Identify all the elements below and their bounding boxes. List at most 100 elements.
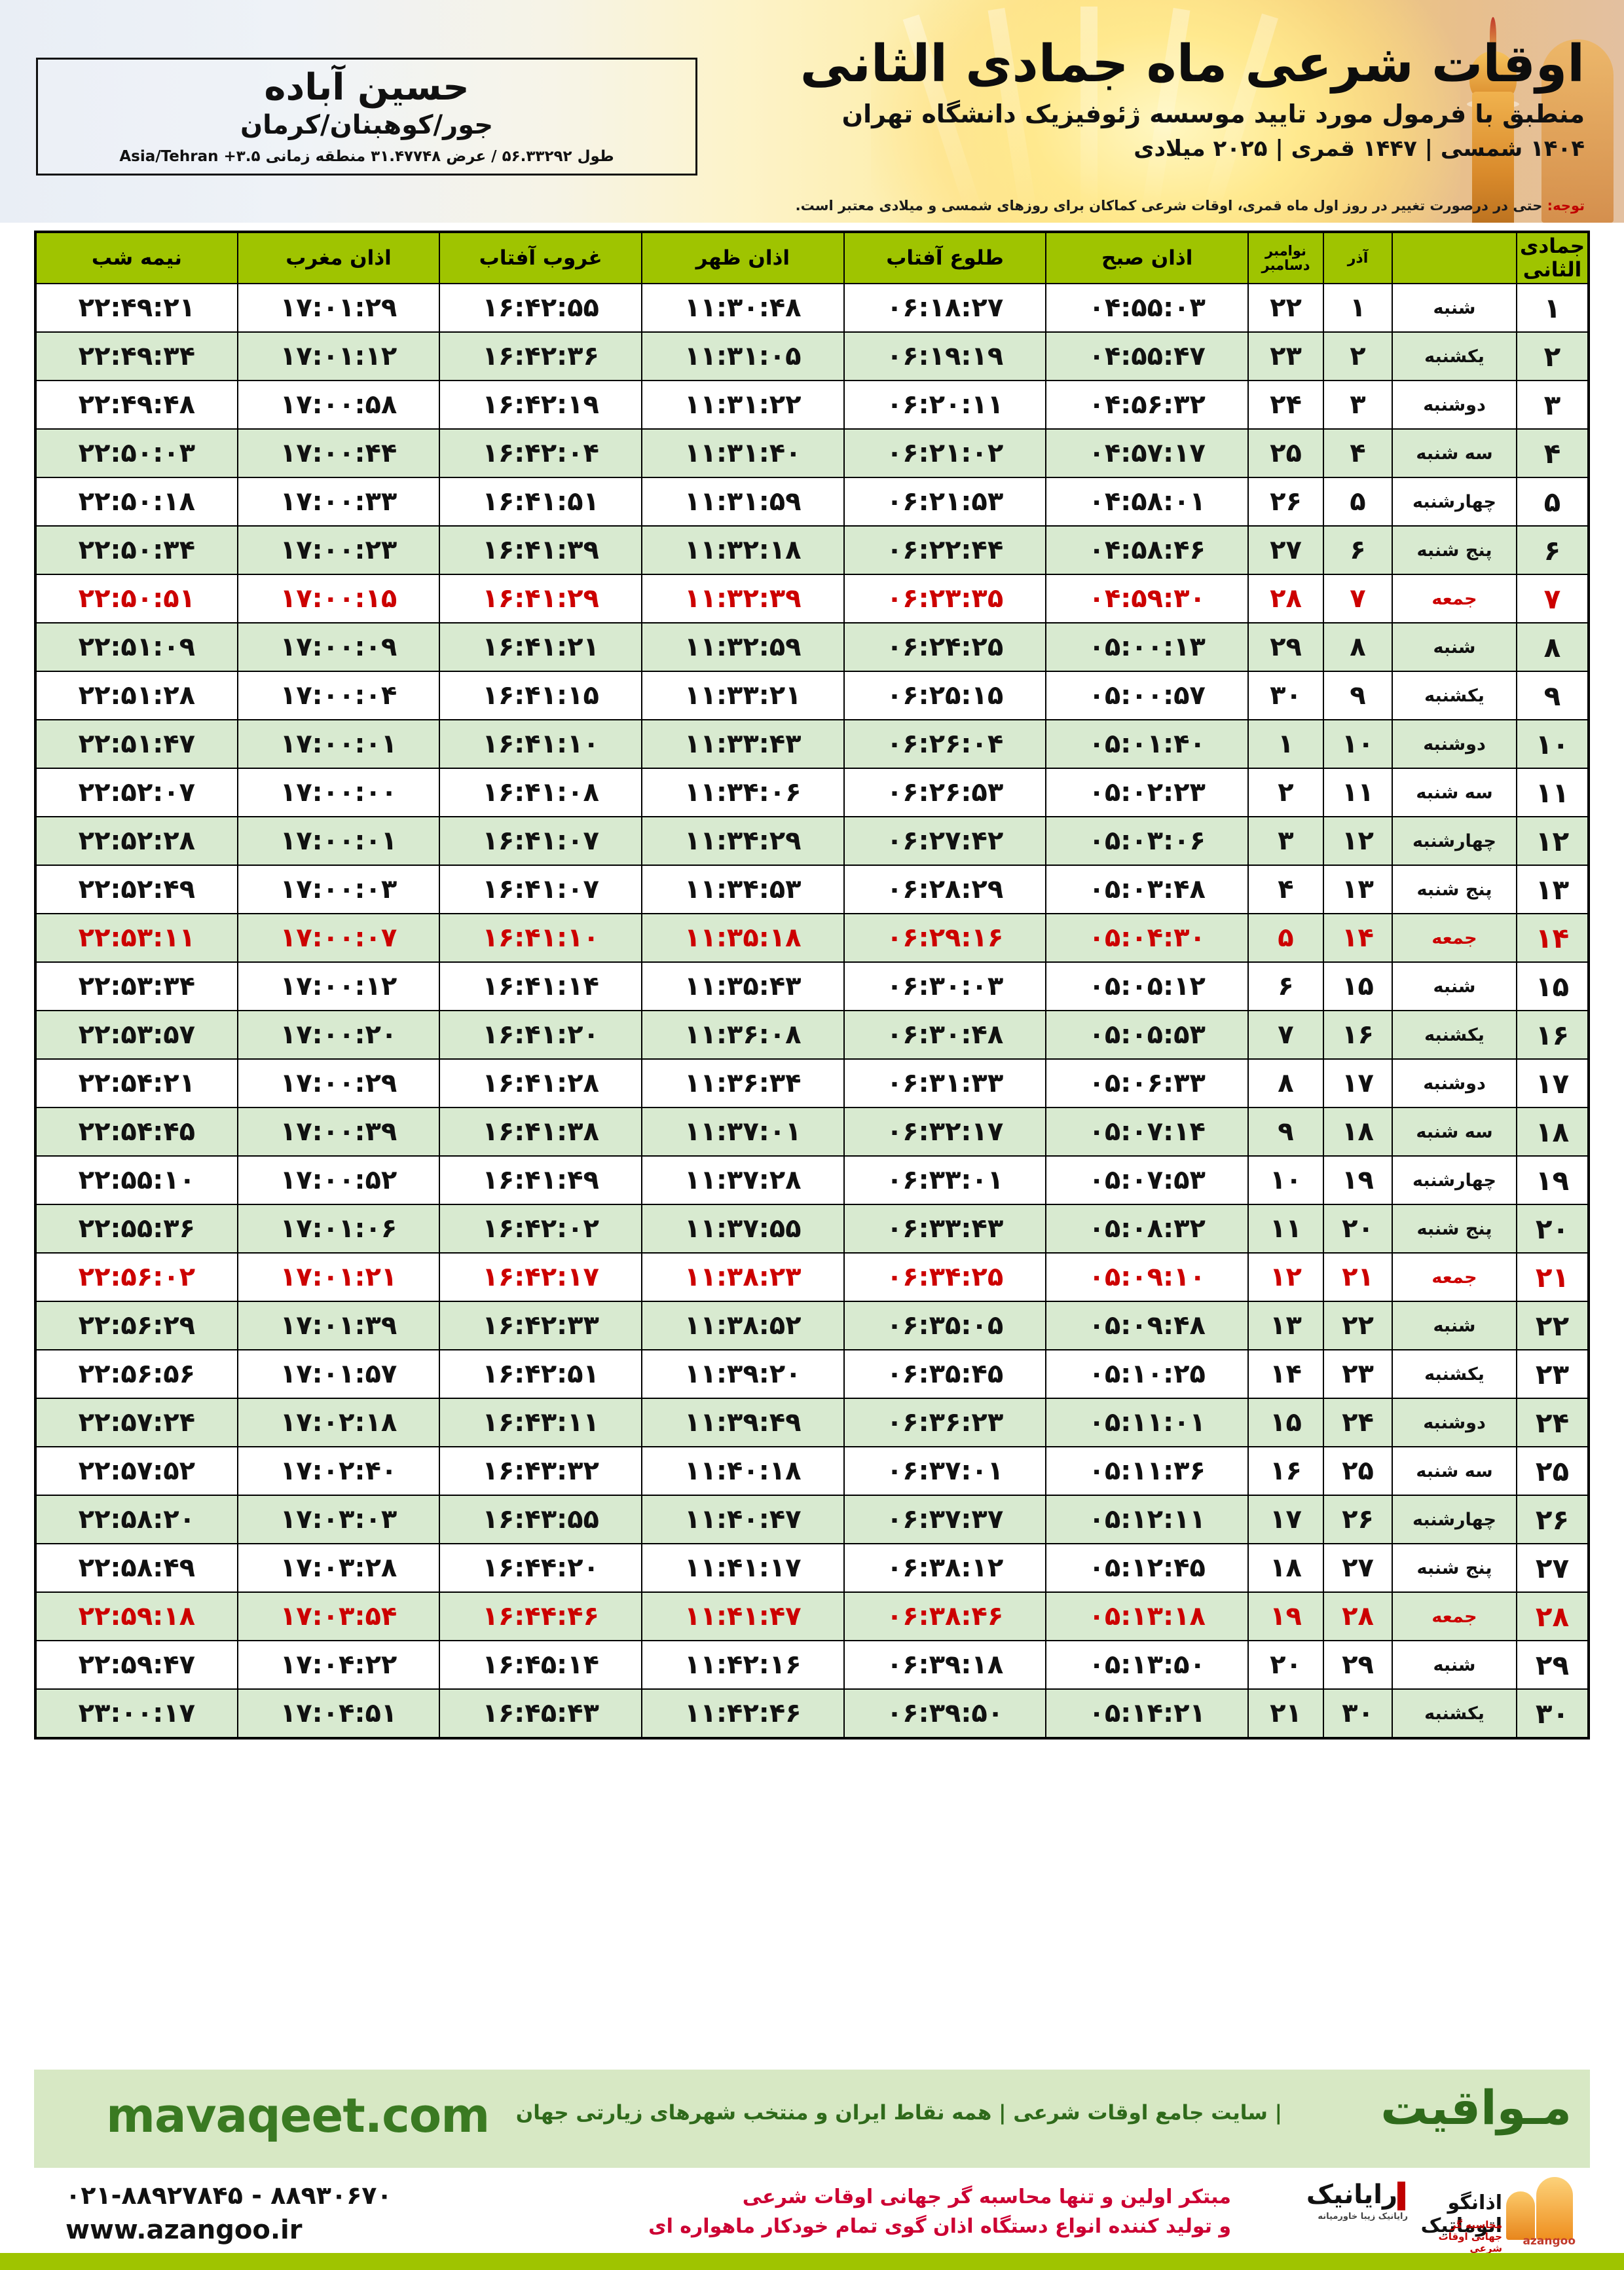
table-row: ۳۰ یکشنبه ۳۰ ۲۱ ۰۵:۱۴:۲۱ ۰۶:۳۹:۵۰ ۱۱:۴۲:۴۶ ۱۶:۴…	[35, 1688, 1589, 1739]
calendar-years: ۱۴۰۴ شمسی | ۱۴۴۷ قمری | ۲۰۲۵ میلادی	[1134, 136, 1585, 162]
cell-midnight: ۲۲:۵۰:۱۸	[35, 477, 238, 527]
cell-dhuhr: ۱۱:۴۲:۱۶	[641, 1640, 845, 1690]
cell-sunrise: ۰۶:۲۱:۰۲	[843, 428, 1047, 478]
cell-maghrib: ۱۷:۰۰:۵۲	[236, 1155, 441, 1205]
cell-dhuhr: ۱۱:۴۰:۴۷	[641, 1495, 845, 1544]
table-row: ۱۹ چهارشنبه ۱۹ ۱۰ ۰۵:۰۷:۵۳ ۰۶:۳۳:۰۱ ۱۱:۳۷:۲۸ ۱۶…	[35, 1155, 1589, 1205]
col-header-gregorian-line2: دسامبر	[1261, 257, 1310, 273]
cell-sunrise: ۰۶:۲۷:۴۲	[843, 816, 1047, 866]
footer-website-link[interactable]: mavaqeet.com	[106, 2088, 490, 2143]
cell-maghrib: ۱۷:۰۱:۳۹	[236, 1301, 441, 1350]
cell-gregorian: ۱۲	[1247, 1252, 1324, 1302]
cell-fajr: ۰۵:۰۴:۳۰	[1045, 913, 1249, 963]
table-body: ۱ شنبه ۱ ۲۲ ۰۴:۵۵:۰۳ ۰۶:۱۸:۲۷ ۱۱:۳۰:۴۸ ۱۶:۴۲:۵۵…	[35, 283, 1589, 1739]
cell-sunset: ۱۶:۴۲:۵۵	[439, 283, 643, 333]
cell-dhuhr: ۱۱:۳۳:۲۱	[641, 671, 845, 720]
table-row: ۲۵ سه شنبه ۲۵ ۱۶ ۰۵:۱۱:۳۶ ۰۶:۳۷:۰۱ ۱۱:۴۰:۱۸ ۱۶:…	[35, 1446, 1589, 1496]
rayaneek-logo-text: رایانیک	[1277, 2180, 1408, 2210]
cell-weekday: شنبه	[1392, 1640, 1517, 1690]
table-row: ۹ یکشنبه ۹ ۳۰ ۰۵:۰۰:۵۷ ۰۶:۲۵:۱۵ ۱۱:۳۳:۲۱ ۱۶:۴۱:…	[35, 671, 1589, 720]
cell-gregorian: ۵	[1247, 913, 1324, 963]
cell-sunset: ۱۶:۴۵:۱۴	[439, 1640, 643, 1690]
cell-fajr: ۰۴:۵۵:۰۳	[1045, 283, 1249, 333]
cell-hijri: ۸	[1516, 622, 1589, 672]
cell-azar: ۱۱	[1323, 768, 1393, 817]
cell-azar: ۲۵	[1323, 1446, 1393, 1496]
cell-sunset: ۱۶:۴۲:۱۹	[439, 380, 643, 430]
table-row: ۱۸ سه شنبه ۱۸ ۹ ۰۵:۰۷:۱۴ ۰۶:۳۲:۱۷ ۱۱:۳۷:۰۱ ۱۶:۴…	[35, 1107, 1589, 1157]
contact-website[interactable]: www.azangoo.ir	[65, 2215, 303, 2245]
cell-azar: ۲۱	[1323, 1252, 1393, 1302]
page-subtitle: منطبق با فرمول مورد تایید موسسه ژئوفیزیک…	[841, 99, 1585, 128]
cell-azar: ۹	[1323, 671, 1393, 720]
cell-gregorian: ۶	[1247, 961, 1324, 1011]
table-row: ۴ سه شنبه ۴ ۲۵ ۰۴:۵۷:۱۷ ۰۶:۲۱:۰۲ ۱۱:۳۱:۴۰ ۱۶:۴۲…	[35, 428, 1589, 478]
cell-sunrise: ۰۶:۳۹:۵۰	[843, 1688, 1047, 1739]
cell-weekday: چهارشنبه	[1392, 1155, 1517, 1205]
cell-sunrise: ۰۶:۲۳:۳۵	[843, 574, 1047, 623]
cell-sunrise: ۰۶:۳۰:۰۳	[843, 961, 1047, 1011]
col-header-dhuhr: اذان ظهر	[641, 231, 845, 284]
prayer-times-table: جمادی الثانی آذر نوامبر دسامبر اذان صبح …	[34, 231, 1590, 1740]
cell-maghrib: ۱۷:۰۱:۰۶	[236, 1204, 441, 1254]
sun-glow	[871, 0, 1460, 223]
cell-weekday: یکشنبه	[1392, 1688, 1517, 1739]
cell-weekday: شنبه	[1392, 1301, 1517, 1350]
cell-weekday: جمعه	[1392, 913, 1517, 963]
cell-dhuhr: ۱۱:۳۵:۴۳	[641, 961, 845, 1011]
cell-azar: ۱۲	[1323, 816, 1393, 866]
cell-maghrib: ۱۷:۰۰:۳۹	[236, 1107, 441, 1157]
cell-azar: ۱۶	[1323, 1010, 1393, 1060]
col-header-hijri: جمادی الثانی	[1516, 231, 1589, 284]
cell-sunset: ۱۶:۴۱:۳۸	[439, 1107, 643, 1157]
cell-dhuhr: ۱۱:۳۲:۱۸	[641, 525, 845, 575]
cell-sunset: ۱۶:۴۲:۱۷	[439, 1252, 643, 1302]
cell-maghrib: ۱۷:۰۰:۲۳	[236, 525, 441, 575]
cell-maghrib: ۱۷:۰۰:۱۵	[236, 574, 441, 623]
cell-midnight: ۲۲:۵۲:۴۹	[35, 865, 238, 914]
cell-sunrise: ۰۶:۱۹:۱۹	[843, 331, 1047, 381]
cell-maghrib: ۱۷:۰۰:۰۰	[236, 768, 441, 817]
cell-azar: ۲۷	[1323, 1543, 1393, 1593]
cell-sunset: ۱۶:۴۳:۵۵	[439, 1495, 643, 1544]
cell-weekday: سه شنبه	[1392, 1107, 1517, 1157]
table-row: ۵ چهارشنبه ۵ ۲۶ ۰۴:۵۸:۰۱ ۰۶:۲۱:۵۳ ۱۱:۳۱:۵۹ ۱۶:۴…	[35, 477, 1589, 527]
cell-azar: ۸	[1323, 622, 1393, 672]
cell-midnight: ۲۲:۵۴:۴۵	[35, 1107, 238, 1157]
col-header-fajr: اذان صبح	[1045, 231, 1249, 284]
bottom-strip	[0, 2176, 1624, 2254]
cell-dhuhr: ۱۱:۳۸:۲۳	[641, 1252, 845, 1302]
cell-gregorian: ۱۵	[1247, 1398, 1324, 1447]
cell-azar: ۵	[1323, 477, 1393, 527]
cell-dhuhr: ۱۱:۳۱:۰۵	[641, 331, 845, 381]
cell-fajr: ۰۴:۵۵:۴۷	[1045, 331, 1249, 381]
cell-gregorian: ۱۴	[1247, 1349, 1324, 1399]
cell-hijri: ۲۵	[1516, 1446, 1589, 1496]
cell-azar: ۴	[1323, 428, 1393, 478]
cell-fajr: ۰۵:۰۷:۵۳	[1045, 1155, 1249, 1205]
cell-dhuhr: ۱۱:۴۲:۴۶	[641, 1688, 845, 1739]
cell-azar: ۶	[1323, 525, 1393, 575]
cell-gregorian: ۲۵	[1247, 428, 1324, 478]
cell-sunrise: ۰۶:۳۹:۱۸	[843, 1640, 1047, 1690]
cell-midnight: ۲۲:۵۰:۵۱	[35, 574, 238, 623]
cell-hijri: ۱۳	[1516, 865, 1589, 914]
cell-gregorian: ۲۲	[1247, 283, 1324, 333]
cell-sunset: ۱۶:۴۱:۲۸	[439, 1058, 643, 1108]
table-row: ۲۰ پنج شنبه ۲۰ ۱۱ ۰۵:۰۸:۳۲ ۰۶:۳۳:۴۳ ۱۱:۳۷:۵۵ ۱۶…	[35, 1204, 1589, 1254]
cell-fajr: ۰۴:۵۶:۳۲	[1045, 380, 1249, 430]
cell-sunset: ۱۶:۴۲:۰۲	[439, 1204, 643, 1254]
cell-sunset: ۱۶:۴۴:۲۰	[439, 1543, 643, 1593]
cell-midnight: ۲۲:۵۱:۴۷	[35, 719, 238, 769]
cell-midnight: ۲۲:۵۴:۲۱	[35, 1058, 238, 1108]
cell-fajr: ۰۵:۰۹:۴۸	[1045, 1301, 1249, 1350]
contact-phone: ۰۲۱-۸۸۹۲۷۸۴۵ - ۸۸۹۳۰۶۷۰	[65, 2181, 392, 2210]
cell-fajr: ۰۵:۱۲:۱۱	[1045, 1495, 1249, 1544]
cell-hijri: ۱۱	[1516, 768, 1589, 817]
cell-azar: ۱۴	[1323, 913, 1393, 963]
cell-midnight: ۲۲:۵۶:۲۹	[35, 1301, 238, 1350]
header-decorative-band	[0, 0, 1624, 223]
rayaneek-logo-subtext: رایانیک زیبا خاورمیانه	[1318, 2212, 1408, 2222]
cell-fajr: ۰۴:۵۸:۴۶	[1045, 525, 1249, 575]
table-row: ۸ شنبه ۸ ۲۹ ۰۵:۰۰:۱۳ ۰۶:۲۴:۲۵ ۱۱:۳۲:۵۹ ۱۶:۴۱:۲۱…	[35, 622, 1589, 672]
